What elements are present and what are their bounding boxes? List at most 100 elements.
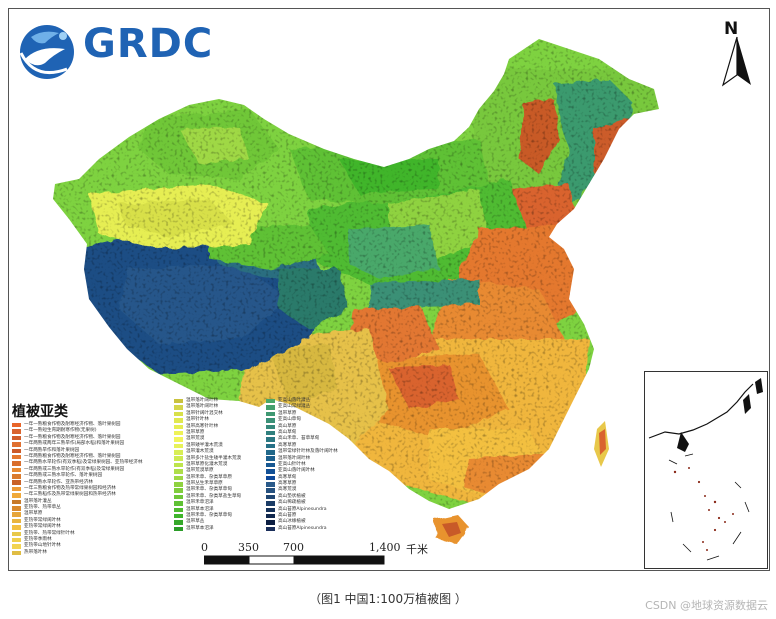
legend-swatch bbox=[12, 512, 21, 517]
scale-tick-700: 700 bbox=[283, 541, 304, 554]
legend-label: 高寒荒漠 bbox=[278, 487, 297, 493]
legend-swatch bbox=[12, 474, 21, 479]
legend-swatch bbox=[12, 493, 21, 498]
legend-swatch bbox=[266, 488, 275, 493]
legend-item: 温带荒漠 bbox=[174, 436, 241, 442]
legend-item: 一年两熟或三熟水旱轮作、落叶果树园 bbox=[12, 473, 142, 479]
legend-swatch bbox=[266, 513, 275, 519]
legend-item: 热带落叶林 bbox=[12, 550, 142, 556]
legend-label: 亚热带、热带草丛 bbox=[24, 505, 61, 511]
legend-label: 高山草原 bbox=[278, 423, 297, 429]
legend-swatch bbox=[266, 494, 275, 500]
legend-swatch bbox=[174, 418, 183, 423]
legend-item: 高寒草甸 bbox=[266, 475, 338, 481]
legend-swatch bbox=[266, 501, 275, 506]
legend-swatch bbox=[174, 501, 183, 506]
legend-item: 一年一熟粮食作物及耐寒经济作物、落叶果树园 bbox=[12, 435, 142, 441]
legend-label: 亚热带常绿阔叶林 bbox=[24, 517, 61, 523]
vegetation-map bbox=[53, 39, 659, 544]
legend-item: 亚高山落叶阔叶林 bbox=[266, 468, 338, 474]
legend-label: 温带草原 bbox=[278, 410, 297, 416]
legend-label: 亚高山落叶灌丛 bbox=[278, 398, 311, 403]
legend-label: 亚高山草甸 bbox=[278, 417, 301, 423]
legend-swatch bbox=[12, 525, 21, 530]
legend-swatch bbox=[266, 424, 275, 429]
legend-swatch bbox=[12, 506, 21, 511]
watermark: CSDN @地球资源数据云 bbox=[645, 599, 768, 612]
legend-swatch bbox=[266, 507, 275, 513]
legend-item: 高山冰缘植被 bbox=[266, 519, 338, 525]
scale-unit: 千米 bbox=[406, 543, 428, 556]
legend-item: 高山草原 bbox=[266, 424, 338, 430]
legend-label: 温带荒漠草原 bbox=[186, 468, 214, 474]
legend-swatch bbox=[174, 507, 183, 513]
legend-item: 温带荒漠草原 bbox=[174, 468, 241, 474]
legend-label: 高寒草原 bbox=[278, 442, 297, 448]
legend-swatch bbox=[12, 442, 21, 447]
legend-label: 温带落叶阔叶林 bbox=[186, 398, 219, 403]
legend-label: 温带荒漠 bbox=[186, 436, 205, 442]
legend-swatch bbox=[266, 398, 275, 404]
legend-swatch bbox=[174, 405, 183, 410]
legend-label: 高山稀疏植被 bbox=[278, 500, 306, 506]
legend-label: 温带禾草、杂类草草甸 bbox=[186, 513, 232, 519]
legend-swatch bbox=[174, 443, 183, 449]
legend-swatch bbox=[12, 550, 21, 556]
legend-item: 温带禾草、杂类草草甸 bbox=[174, 513, 241, 519]
legend-label: 亚高山常绿灌丛 bbox=[278, 404, 311, 410]
legend-swatch bbox=[174, 513, 183, 519]
legend-label: 温带灌木荒漠 bbox=[186, 449, 214, 455]
legend-column-2: 温带落叶阔叶林 温带落叶阔叶林 温带针阔叶混交林 温带针叶林 温带高寒针叶林 温带草原 温带… bbox=[174, 398, 241, 532]
legend-label: 一年一熟短生育期耐寒作物(无果树) bbox=[24, 428, 97, 434]
legend-label: 一年两熟水旱轮作(有双季稻)及常绿果树园、亚热带经济林 bbox=[24, 460, 143, 466]
legend-swatch bbox=[174, 411, 183, 417]
legend-swatch bbox=[12, 518, 21, 524]
legend-label: 温带草本沼泽 bbox=[186, 506, 214, 512]
legend-item: 一年两熟粮食作物及耐寒经济作物、落叶果树园 bbox=[12, 454, 142, 460]
legend-item: 温带草原化灌木荒漠 bbox=[174, 462, 241, 468]
legend-label: 亚高山落叶阔叶林 bbox=[278, 468, 315, 474]
legend-swatch bbox=[266, 411, 275, 417]
legend-item: 温带针叶林 bbox=[174, 417, 241, 423]
legend-swatch bbox=[174, 469, 183, 474]
legend-item: 温带丛生禾草草原 bbox=[174, 481, 241, 487]
legend-item: 温带多汁盐生矮半灌木荒漠 bbox=[174, 456, 241, 462]
legend-item: 一年两熟水旱轮作、亚热带经济林 bbox=[12, 480, 142, 486]
legend-column-1: 一年一熟粮食作物及耐寒经济作物、落叶果树园 一年一熟短生育期耐寒作物(无果树) 一年… bbox=[12, 422, 142, 556]
legend-swatch bbox=[174, 494, 183, 500]
legend-label: 高山苔原 bbox=[278, 513, 297, 519]
legend-item: 亚高山针叶林 bbox=[266, 462, 338, 468]
legend-swatch bbox=[12, 435, 21, 441]
legend-item: 亚热带、热带草丛 bbox=[12, 505, 142, 511]
legend-swatch bbox=[12, 531, 21, 537]
legend-swatch bbox=[266, 405, 275, 410]
legend-item: 亚热带常绿阔叶林 bbox=[12, 518, 142, 524]
legend-swatch bbox=[12, 429, 21, 434]
legend-item: 温带落叶阔叶林 bbox=[266, 456, 338, 462]
legend-label: 温带矮半灌木荒漠 bbox=[186, 442, 223, 448]
legend-swatch bbox=[174, 488, 183, 493]
legend-item: 温带常绿针叶林及落叶阔叶林 bbox=[266, 449, 338, 455]
figure-caption: （图1 中国1:100万植被图 ） bbox=[309, 592, 467, 606]
legend-swatch bbox=[12, 537, 21, 543]
legend-label: 高山冰缘植被 bbox=[278, 519, 306, 525]
scale-tick-350: 350 bbox=[238, 541, 259, 554]
legend-item: 温带禾草、杂类草盐生草甸 bbox=[174, 494, 241, 500]
legend-item: 亚高山草甸 bbox=[266, 417, 338, 423]
legend-swatch bbox=[266, 430, 275, 436]
legend-label: 一年两熟或两年三熟旱作(局部水稻)和落叶果树园 bbox=[24, 441, 125, 447]
legend-item: 温带高寒针叶林 bbox=[174, 424, 241, 430]
legend-label: 高寒草原 bbox=[278, 481, 297, 487]
grdc-logo: GRDC bbox=[15, 15, 212, 87]
legend-swatch bbox=[12, 486, 21, 492]
legend-swatch bbox=[174, 430, 183, 436]
legend-swatch bbox=[174, 526, 183, 532]
south-china-sea-inset bbox=[644, 371, 768, 569]
legend-item: 温带草丛 bbox=[174, 519, 241, 525]
legend-swatch bbox=[266, 450, 275, 455]
legend-swatch bbox=[266, 482, 275, 487]
legend-swatch bbox=[174, 462, 183, 468]
legend-item: 高寒荒漠 bbox=[266, 487, 338, 493]
legend-label: 温带丛生禾草草原 bbox=[186, 481, 223, 487]
legend-swatch bbox=[12, 467, 21, 473]
